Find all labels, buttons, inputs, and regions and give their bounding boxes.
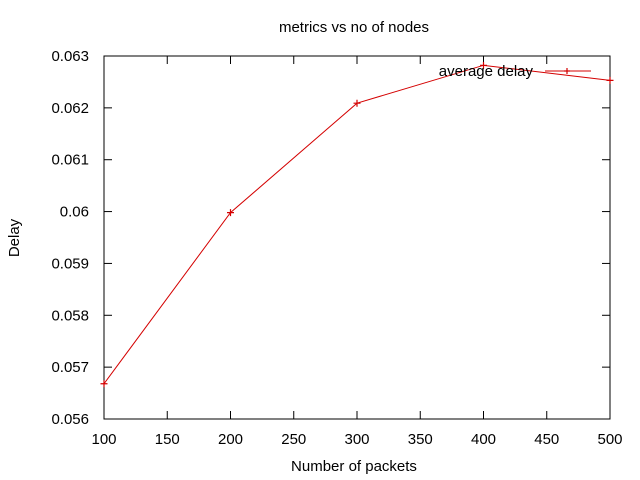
y-tick-label: 0.059 [51, 255, 89, 272]
y-tick-label: 0.058 [51, 307, 89, 324]
x-tick-label: 500 [597, 431, 622, 448]
x-tick-label: 350 [408, 431, 433, 448]
legend-plus-marker [564, 68, 570, 74]
x-tick-label: 450 [534, 431, 559, 448]
series-line-average-delay [103, 64, 611, 385]
x-tick-label: 150 [155, 431, 180, 448]
y-tick-label: 0.063 [51, 48, 89, 65]
data-point-marker [100, 380, 108, 388]
y-tick-label: 0.062 [51, 100, 89, 117]
y-axis-label: Delay [6, 218, 23, 257]
series-layer [100, 61, 614, 388]
data-point-marker [227, 209, 234, 217]
x-tick-label: 250 [281, 431, 306, 448]
x-tick-label: 100 [91, 431, 116, 448]
x-axis: 100 150 200 250 300 350 400 450 500 [91, 56, 623, 448]
legend: average delay [439, 63, 591, 80]
x-tick-label: 200 [218, 431, 243, 448]
data-point-marker [606, 76, 614, 84]
data-point-marker [353, 99, 361, 107]
y-tick-label: 0.06 [60, 204, 89, 221]
plot-area-frame [103, 55, 611, 420]
y-axis: 0.056 0.057 0.058 0.059 0.06 0.061 0.062 0.063 [51, 48, 610, 428]
y-tick-label: 0.061 [51, 152, 89, 169]
legend-label: average delay [439, 63, 534, 80]
x-tick-label: 300 [344, 431, 369, 448]
y-tick-label: 0.057 [51, 359, 89, 376]
data-point-marker [480, 61, 487, 69]
x-axis-label: Number of packets [291, 458, 417, 475]
y-tick-label: 0.056 [51, 411, 89, 428]
chart-title: metrics vs no of nodes [279, 19, 429, 36]
x-tick-label: 400 [471, 431, 496, 448]
